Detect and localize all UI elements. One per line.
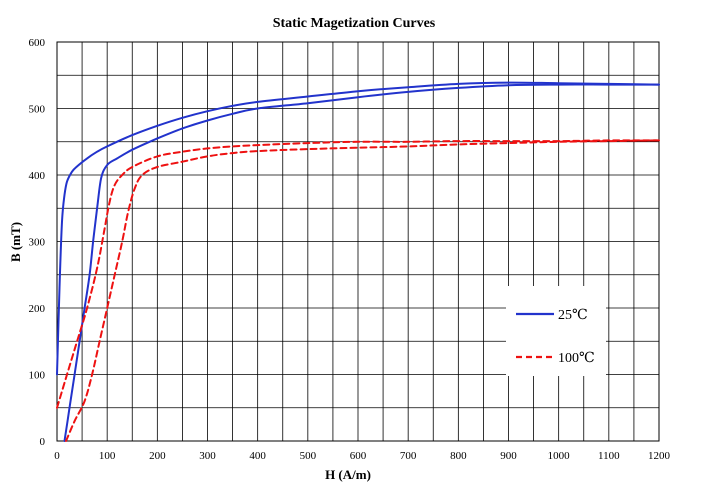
x-tick-label: 1000	[548, 450, 571, 462]
legend-label-25c: 25℃	[558, 308, 588, 323]
y-tick-label: 500	[29, 104, 46, 116]
series-line-25c-lower	[63, 83, 660, 442]
y-axis-title: B (mT)	[8, 222, 23, 262]
grid-layer	[56, 41, 660, 442]
x-tick-label: 800	[450, 450, 467, 462]
y-tick-label: 200	[29, 303, 46, 315]
x-tick-label: 500	[300, 450, 317, 462]
x-tick-label: 400	[249, 450, 266, 462]
y-tick-label: 0	[40, 436, 46, 448]
y-tick-label: 300	[29, 237, 46, 249]
x-tick-label: 600	[350, 450, 367, 462]
series-line-25c-upper	[56, 81, 660, 376]
x-tick-label: 300	[199, 450, 216, 462]
x-tick-label: 1200	[648, 450, 671, 462]
plot-frame	[56, 41, 660, 442]
x-tick-label: 700	[400, 450, 417, 462]
y-tick-label: 400	[29, 170, 46, 182]
x-tick-label: 900	[500, 450, 517, 462]
chart-title: Static Magetization Curves	[273, 16, 436, 31]
legend-label-100c: 100℃	[558, 351, 595, 366]
y-tick-label: 600	[29, 37, 46, 49]
x-tick-label: 100	[99, 450, 116, 462]
x-tick-label: 1100	[598, 450, 620, 462]
legend-box	[506, 286, 606, 376]
y-tick-label: 100	[29, 370, 46, 382]
x-tick-label: 0	[54, 450, 60, 462]
series-layer	[56, 81, 660, 442]
series-line-100c-lower	[65, 139, 660, 442]
legend: 25℃ 100℃	[506, 286, 606, 376]
x-tick-label: 200	[149, 450, 166, 462]
tick-labels: 0 100 200 300 400 500 600 700 800 900 1000 1100 1200…	[29, 37, 671, 462]
series-line-100c-upper	[56, 139, 660, 409]
x-axis-title: H (A/m)	[325, 467, 371, 482]
